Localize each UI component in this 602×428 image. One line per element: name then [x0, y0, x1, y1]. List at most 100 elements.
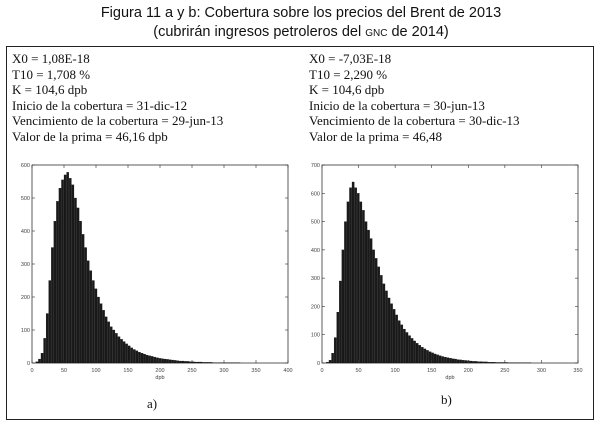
title-line-1: Figura 11 a y b: Cobertura sobre los pre…: [100, 5, 502, 21]
x-tick-label: 250: [500, 368, 509, 374]
histogram-bar: [186, 361, 190, 364]
panel-a-prima: Valor de la prima = 46,16 dpb: [12, 128, 168, 144]
x-tick-label: 300: [537, 368, 546, 374]
histogram-bar: [502, 362, 506, 364]
histogram-bar: [66, 172, 69, 364]
histogram-bar: [387, 297, 391, 364]
histogram-bar: [459, 359, 462, 364]
figure-title: Figura 11 a y b: Cobertura sobre los pre…: [0, 4, 602, 43]
histogram-bar: [336, 311, 340, 364]
histogram-bar: [372, 249, 375, 364]
x-axis-label: dpb: [155, 375, 164, 381]
histogram-bar: [374, 258, 378, 364]
histogram-bar: [166, 359, 169, 364]
histogram-bar: [331, 353, 334, 364]
histogram-bar: [492, 362, 496, 364]
histogram-bar: [115, 333, 118, 364]
histogram-bar: [349, 187, 352, 364]
x-tick-label: 150: [123, 368, 132, 374]
histogram-bar: [456, 359, 460, 364]
histogram-bar: [89, 270, 93, 364]
histogram-bar: [92, 280, 95, 364]
histogram-bar: [122, 341, 126, 364]
histogram-bar: [204, 362, 208, 364]
histogram-bar: [130, 347, 133, 364]
histogram-bar: [341, 249, 345, 364]
histogram-bar: [346, 201, 350, 364]
x-tick-label: 50: [61, 368, 67, 374]
histogram-bar: [140, 353, 144, 364]
histogram-bar: [179, 360, 182, 364]
histogram-bar: [410, 338, 414, 364]
y-tick-label: 100: [21, 328, 30, 334]
histogram-bar: [403, 328, 406, 364]
histogram-bar: [441, 356, 444, 364]
histogram-bar: [156, 357, 159, 364]
histogram-bar: [408, 335, 411, 364]
x-tick-label: 300: [219, 368, 228, 374]
y-tick-label: 400: [311, 248, 320, 254]
x-tick-label: 400: [283, 368, 292, 374]
histogram-bar: [171, 359, 174, 364]
x-axis-label: dpb: [445, 375, 454, 381]
histogram-bar: [84, 247, 87, 364]
y-tick-label: 100: [311, 333, 320, 339]
x-tick-label: 0: [320, 368, 323, 374]
histogram-bar: [69, 178, 72, 364]
histogram-bar: [495, 362, 498, 364]
histogram-bar: [500, 362, 503, 364]
histogram-bar: [53, 220, 57, 364]
histogram-bar: [438, 355, 442, 364]
plot-frame: [321, 164, 579, 364]
title-line-2-post: de 2014): [387, 24, 449, 40]
x-tick-label: 200: [464, 368, 473, 374]
panel-b-t10: T10 = 2,290 %: [309, 66, 388, 82]
histogram-bar: [81, 234, 85, 364]
y-tick-label: 500: [21, 196, 30, 202]
histogram-bar: [397, 320, 401, 364]
histogram-bar: [173, 360, 177, 364]
histogram-bar: [189, 361, 192, 364]
panel-b-label: b): [441, 392, 452, 407]
histogram-bar: [51, 247, 54, 364]
histogram-bar: [426, 350, 429, 364]
histogram-bar: [38, 358, 41, 364]
histogram-bar: [446, 357, 450, 364]
histogram-bar: [107, 321, 110, 364]
histogram-bar: [125, 343, 128, 364]
x-tick-label: 100: [391, 368, 400, 374]
histogram-bar: [354, 187, 357, 364]
histogram-bar: [43, 338, 46, 364]
histogram-bar: [56, 201, 59, 364]
histogram-bar: [209, 362, 213, 364]
histogram-bar: [413, 340, 416, 364]
panel-b-prima: Valor de la prima = 46,48: [309, 128, 442, 144]
histogram-bar: [35, 361, 39, 364]
panel-a-label: a): [147, 396, 158, 411]
histogram-bar: [461, 360, 465, 364]
histogram-bar: [184, 361, 187, 364]
histogram-bar: [74, 197, 77, 364]
histogram-bar: [400, 324, 404, 364]
x-tick-label: 350: [573, 368, 582, 374]
histogram-bar: [454, 358, 457, 364]
y-tick-label: 300: [21, 262, 30, 268]
histogram-bar: [505, 362, 508, 364]
histogram-bar: [418, 345, 421, 364]
panel-b-inicio: Inicio de la cobertura = 30-jun-13: [309, 97, 485, 113]
histogram-bar: [405, 332, 409, 364]
y-tick-label: 400: [21, 229, 30, 235]
histogram-bar: [97, 296, 100, 364]
histogram-bar: [135, 350, 139, 364]
histogram-bar: [485, 361, 488, 364]
histogram-bar: [120, 339, 123, 364]
histogram-bar: [362, 210, 365, 364]
histogram-bar: [76, 207, 80, 364]
histogram-a: 0 50 100 150 200 250 300 350 400 0 100 200 300 400 500…: [21, 163, 293, 381]
histogram-bar: [479, 361, 483, 364]
histogram-bar: [428, 351, 432, 364]
y-tick-label: 0: [317, 361, 320, 367]
histogram-bar: [421, 347, 424, 364]
histogram-bar: [469, 360, 473, 364]
panel-b-params: X0 = -7,03E-18 T10 = 2,290 % K = 104,6 d…: [309, 51, 520, 145]
